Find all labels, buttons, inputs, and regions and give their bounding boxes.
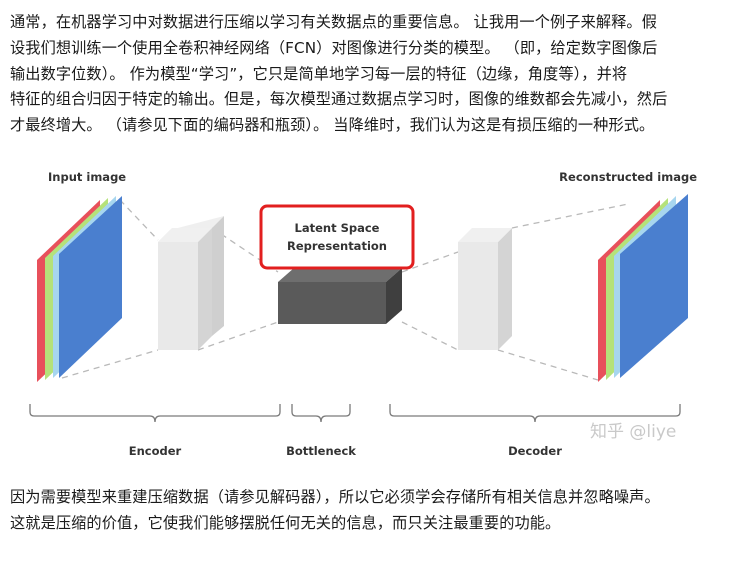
input-blue-channel bbox=[59, 196, 122, 378]
decoder-label: Decoder bbox=[508, 444, 562, 458]
input-image-label: Input image bbox=[48, 170, 126, 184]
paragraph-line: 通常，在机器学习中对数据进行压缩以学习有关数据点的重要信息。 让我用一个例子来解… bbox=[10, 13, 658, 31]
encoder-label: Encoder bbox=[129, 444, 182, 458]
encoder-brace bbox=[29, 404, 281, 423]
section-braces bbox=[29, 404, 681, 423]
paragraph-line: 才最终增大。 （请参见下面的编码器和瓶颈）。 当降维时，我们认为这是有损压缩的一… bbox=[10, 116, 655, 135]
latent-label-line1: Latent Space bbox=[295, 221, 380, 235]
autoencoder-svg: Latent Space Representation Input image … bbox=[29, 170, 697, 458]
bottleneck-block bbox=[278, 268, 402, 324]
paragraph-line: 这就是压缩的价值，它使我们能够摆脱任何无关的信息，而只关注最重要的功能。 bbox=[10, 513, 561, 532]
bottleneck-brace bbox=[291, 404, 351, 423]
paragraph-line: 因为需要模型来重建压缩数据（请参见解码器），所以它必须学会存储所有相关信息并忽略… bbox=[10, 488, 660, 506]
latent-space-box: Latent Space Representation bbox=[259, 204, 415, 270]
intro-paragraph: 通常，在机器学习中对数据进行压缩以学习有关数据点的重要信息。 让我用一个例子来解… bbox=[10, 10, 736, 139]
reconstructed-image-label: Reconstructed image bbox=[559, 170, 697, 184]
input-image-stack bbox=[37, 196, 122, 382]
decoder-brace bbox=[389, 404, 681, 423]
paragraph-line: 设我们想训练一个使用全卷积神经网络（FCN）对图像进行分类的模型。 （即，给定数… bbox=[10, 38, 658, 57]
zhihu-watermark: 知乎 @liye bbox=[590, 422, 676, 442]
output-blue-channel bbox=[620, 194, 688, 378]
decoder-block bbox=[458, 228, 512, 350]
latent-label-line2: Representation bbox=[287, 239, 387, 253]
paragraph-line: 特征的组合归因于特定的输出。但是，每次模型通过数据点学习时，图像的维数都会先减小… bbox=[10, 90, 668, 109]
conclusion-paragraph: 因为需要模型来重建压缩数据（请参见解码器），所以它必须学会存储所有相关信息并忽略… bbox=[10, 485, 736, 537]
autoencoder-diagram: Latent Space Representation Input image … bbox=[0, 160, 746, 470]
encoder-block bbox=[158, 216, 224, 350]
paragraph-line: 输出数字位数）。 作为模型“学习”，它只是简单地学习每一层的特征（边缘，角度等）… bbox=[10, 64, 628, 83]
reconstructed-image-stack bbox=[598, 194, 688, 382]
bottleneck-label: Bottleneck bbox=[286, 444, 356, 458]
